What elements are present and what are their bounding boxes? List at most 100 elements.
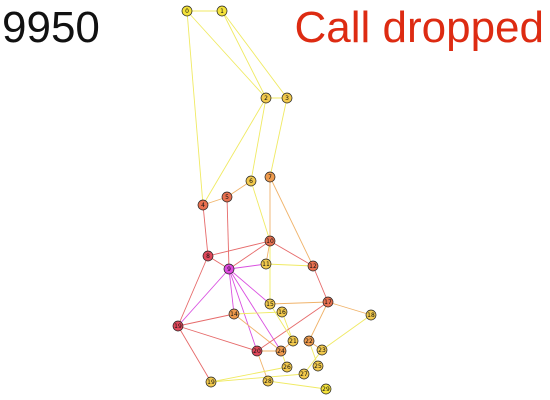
node-label: 4	[201, 202, 205, 209]
node-label: 23	[318, 347, 326, 354]
node-circle	[303, 335, 315, 347]
node-label: 1	[220, 8, 224, 15]
node-circle	[312, 360, 324, 372]
node-label: 15	[266, 301, 274, 308]
graph-node-15: 15	[264, 298, 276, 310]
graph-node-28: 28	[262, 375, 274, 387]
node-circle	[287, 335, 299, 347]
node-label: 8	[206, 253, 210, 260]
node-circle	[260, 92, 272, 104]
graph-node-3: 3	[281, 92, 293, 104]
edge-12-17	[312, 265, 329, 303]
node-circle	[264, 171, 276, 183]
edge-3-7	[269, 97, 288, 178]
graph-node-9: 9	[223, 263, 235, 275]
node-circle	[228, 308, 240, 320]
edge-19b-26	[210, 366, 288, 383]
edge-8-19	[177, 255, 209, 327]
node-circle	[281, 361, 293, 373]
graph-node-21: 21	[287, 335, 299, 347]
node-label: 11	[262, 261, 270, 268]
edge-17-20	[256, 301, 329, 352]
graph-edges	[177, 10, 372, 390]
graph-node-23: 23	[316, 344, 328, 356]
graph-node-12: 12	[307, 260, 319, 272]
node-label: 7	[268, 174, 272, 181]
node-circle	[320, 383, 332, 395]
node-label: 25	[314, 363, 322, 370]
graph-node-5: 5	[221, 191, 233, 203]
edge-11-12	[265, 263, 314, 267]
node-label: 19	[174, 323, 182, 330]
graph-node-6: 6	[245, 175, 257, 187]
edge-19-19b	[177, 325, 212, 383]
edge-0-2	[186, 10, 267, 99]
node-circle	[245, 175, 257, 187]
node-label: 29	[322, 386, 330, 393]
node-circle	[264, 298, 276, 310]
edge-9-24	[228, 268, 282, 352]
node-circle	[262, 375, 274, 387]
edge-28-29	[267, 380, 327, 390]
edge-14-19	[177, 313, 235, 327]
node-label: 3	[285, 95, 289, 102]
graph-node-19: 19	[172, 320, 184, 332]
node-circle	[223, 263, 235, 275]
edge-1-2	[221, 10, 267, 99]
counter-value: 9950	[2, 3, 100, 52]
graph-node-11: 11	[260, 258, 272, 270]
node-circle	[322, 296, 334, 308]
node-circle	[275, 345, 287, 357]
graph-node-0: 0	[181, 5, 193, 17]
graph-node-26: 26	[281, 361, 293, 373]
node-label: 26	[283, 364, 291, 371]
node-circle	[221, 191, 233, 203]
node-circle	[197, 199, 209, 211]
node-circle	[316, 344, 328, 356]
edge-17-18	[327, 301, 372, 316]
node-label: 27	[300, 371, 308, 378]
node-circle	[172, 320, 184, 332]
graph-node-8: 8	[202, 250, 214, 262]
edge-7-12	[269, 176, 314, 267]
node-label: 22	[305, 338, 313, 345]
node-circle	[298, 368, 310, 380]
node-circle	[202, 250, 214, 262]
node-circle	[260, 258, 272, 270]
edge-15-21	[269, 303, 294, 342]
node-label: 18	[367, 312, 375, 319]
node-label: 12	[309, 263, 317, 270]
edge-15-17	[269, 301, 329, 305]
node-circle	[281, 92, 293, 104]
node-label: 0	[185, 8, 189, 15]
node-label: 6	[249, 178, 253, 185]
node-circle	[365, 309, 377, 321]
graph-node-25: 25	[312, 360, 324, 372]
graph-node-14: 14	[228, 308, 240, 320]
status-message: Call dropped	[294, 3, 545, 52]
node-label: 5	[225, 194, 229, 201]
edge-4-8	[202, 204, 209, 257]
node-label: 14	[230, 311, 238, 318]
edge-9-14	[228, 268, 235, 315]
edge-1-3	[221, 10, 288, 99]
graph-node-24: 24	[275, 345, 287, 357]
node-label: 16	[278, 309, 286, 316]
edge-5-9	[226, 196, 230, 270]
edge-19-20	[177, 325, 258, 352]
edge-9-15	[228, 268, 271, 305]
graph-node-7: 7	[264, 171, 276, 183]
edge-9-20	[228, 268, 258, 352]
node-circle	[264, 235, 276, 247]
node-label: 17	[324, 299, 332, 306]
node-label: 9	[227, 266, 231, 273]
graph-node-19b: 19	[205, 376, 217, 388]
node-label: 24	[277, 348, 285, 355]
edge-0-4	[186, 10, 204, 206]
edge-8-10	[207, 240, 271, 257]
node-circle	[307, 260, 319, 272]
edge-6-10	[250, 180, 271, 242]
edge-19b-27	[210, 373, 305, 383]
node-circle	[216, 5, 228, 17]
